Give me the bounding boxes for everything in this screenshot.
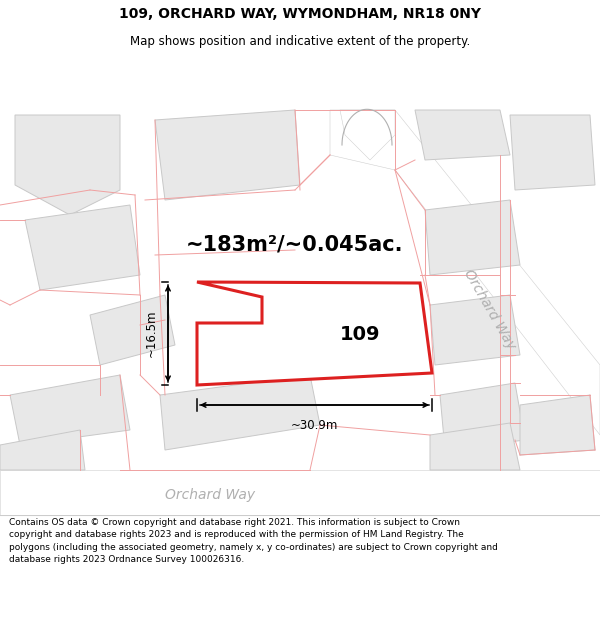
Text: ~16.5m: ~16.5m xyxy=(145,310,158,358)
Text: Map shows position and indicative extent of the property.: Map shows position and indicative extent… xyxy=(130,35,470,48)
Polygon shape xyxy=(415,110,510,160)
Polygon shape xyxy=(425,200,520,275)
Polygon shape xyxy=(90,295,175,365)
Polygon shape xyxy=(0,430,85,470)
Text: ~30.9m: ~30.9m xyxy=(291,419,338,432)
Polygon shape xyxy=(25,205,140,290)
Polygon shape xyxy=(330,110,600,435)
Polygon shape xyxy=(430,295,520,365)
Text: 109, ORCHARD WAY, WYMONDHAM, NR18 0NY: 109, ORCHARD WAY, WYMONDHAM, NR18 0NY xyxy=(119,7,481,21)
Polygon shape xyxy=(520,395,595,455)
Polygon shape xyxy=(0,470,600,515)
Text: ~183m²/~0.045ac.: ~183m²/~0.045ac. xyxy=(186,235,404,255)
Text: 109: 109 xyxy=(340,326,380,344)
Polygon shape xyxy=(160,375,320,450)
Polygon shape xyxy=(155,110,300,200)
Text: Orchard Way: Orchard Way xyxy=(461,268,518,352)
Polygon shape xyxy=(510,115,595,190)
Polygon shape xyxy=(15,115,120,215)
Polygon shape xyxy=(197,282,432,385)
Text: Contains OS data © Crown copyright and database right 2021. This information is : Contains OS data © Crown copyright and d… xyxy=(9,518,498,564)
Polygon shape xyxy=(10,375,130,445)
Text: Orchard Way: Orchard Way xyxy=(165,488,255,502)
Polygon shape xyxy=(430,423,520,470)
Polygon shape xyxy=(440,383,525,450)
Polygon shape xyxy=(340,110,395,160)
